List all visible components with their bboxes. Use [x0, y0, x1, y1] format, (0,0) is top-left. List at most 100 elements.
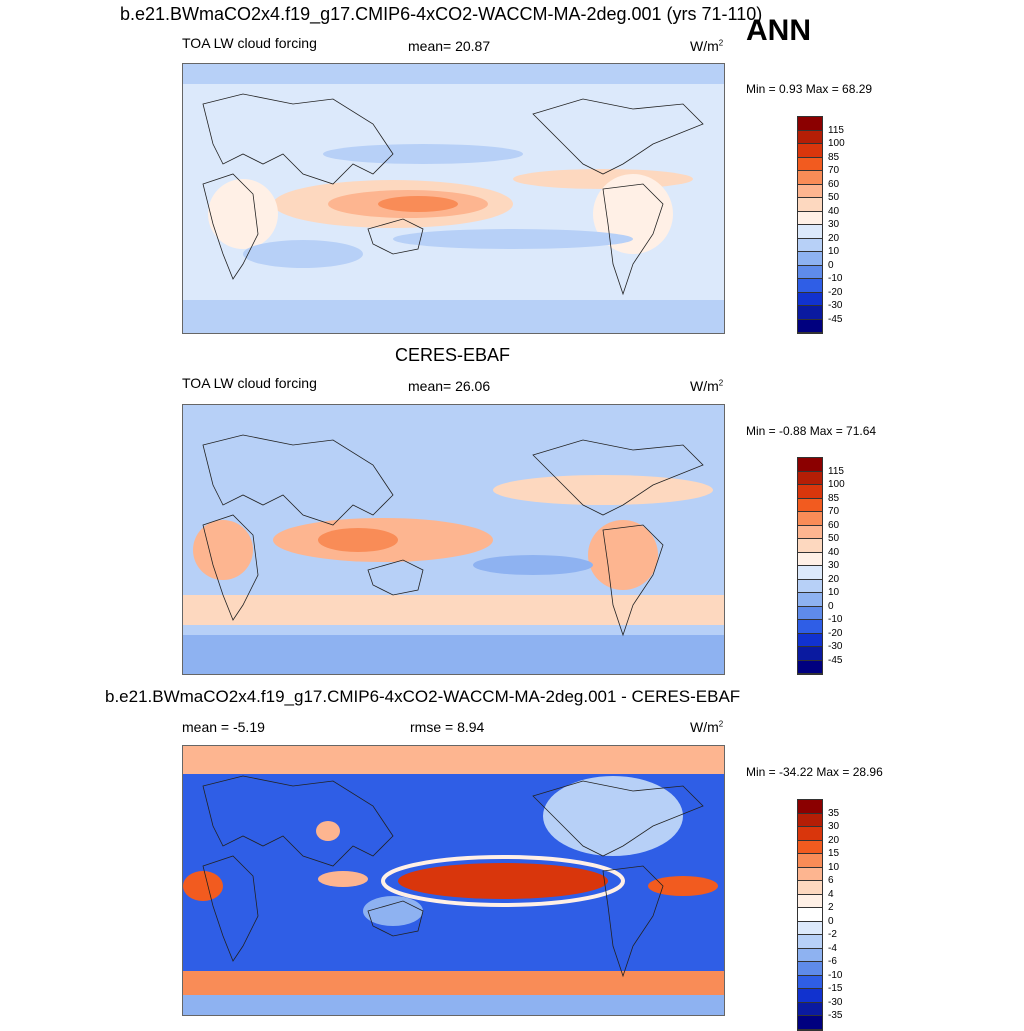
colorbar-tick-label: -15: [828, 983, 843, 994]
colorbar-swatch: [798, 975, 822, 989]
panel-left-label: TOA LW cloud forcing: [182, 375, 317, 391]
colorbar-swatch: [798, 306, 822, 320]
panel-units: W/m2: [690, 378, 724, 394]
colorbar-tick-label: 35: [828, 807, 840, 819]
colorbar-swatch: [798, 813, 822, 827]
colorbar-swatch: [798, 552, 822, 566]
colorbar-tick-label: 115: [828, 465, 844, 477]
colorbar-tick-label: 2: [828, 902, 834, 913]
colorbar-swatch: [798, 279, 822, 293]
panel-units: W/m2: [690, 719, 724, 735]
colorbar-tick-label: 50: [828, 192, 840, 203]
panel-stat-label: mean= 20.87: [408, 38, 491, 54]
colorbar-tick-label: -20: [828, 286, 843, 298]
map-svg: [183, 405, 724, 674]
colorbar-tick-label: 20: [828, 834, 840, 846]
colorbar-swatch: [798, 225, 822, 239]
colorbar-tick-label: -30: [828, 996, 843, 1008]
colorbar-swatch: [798, 512, 822, 526]
colorbar-tick-label: 30: [828, 219, 840, 230]
colorbar-tick-label: 10: [828, 861, 840, 873]
colorbar-swatch: [798, 606, 822, 620]
colorbar-tick-label: 40: [828, 205, 840, 217]
colorbar-swatch: [798, 498, 822, 512]
colorbar-swatch: [798, 539, 822, 553]
panel-units: W/m2: [690, 38, 724, 54]
colorbar-swatch: [798, 117, 822, 131]
colorbar-swatch: [798, 948, 822, 962]
colorbar-swatch: [798, 840, 822, 854]
colorbar-swatch: [798, 894, 822, 908]
colorbar: 115 100 85 70 60 50 40 30 20 10 0 -10 -20 -30 -45: [797, 457, 845, 675]
colorbar-tick-label: 0: [828, 915, 834, 927]
panel-left-label: TOA LW cloud forcing: [182, 35, 317, 51]
season-label: ANN: [746, 14, 811, 47]
colorbar-swatch: [798, 471, 822, 485]
colorbar-tick-label: 100: [828, 479, 845, 490]
colorbar-swatch: [798, 827, 822, 841]
map-svg: [183, 746, 724, 1015]
colorbar-tick-label: 85: [828, 151, 840, 163]
colorbar-swatch: [798, 252, 822, 266]
colorbar-swatch: [798, 593, 822, 607]
colorbar-swatch: [798, 647, 822, 661]
colorbar-swatch: [798, 867, 822, 881]
colorbar-tick-label: -6: [828, 956, 837, 967]
main-title: b.e21.BWmaCO2x4.f19_g17.CMIP6-4xCO2-WACC…: [120, 4, 763, 24]
colorbar-swatch: [798, 144, 822, 158]
colorbar-tick-label: 60: [828, 519, 840, 531]
colorbar-tick-label: 20: [828, 232, 840, 244]
colorbar-tick-label: 10: [828, 246, 840, 257]
map-svg: [183, 64, 724, 333]
panel-minmax: Min = -0.88 Max = 71.64: [746, 424, 877, 438]
map-field: [182, 404, 725, 675]
colorbar-tick-label: 20: [828, 573, 840, 585]
colorbar-swatch: [798, 881, 822, 895]
colorbar-swatch: [798, 525, 822, 539]
colorbar-tick-label: -2: [828, 929, 837, 940]
colorbar: 35 30 20 15 10 6 4 2 0 -2 -4 -6 -10 -15 -30 -35: [797, 799, 842, 1031]
colorbar-tick-label: 100: [828, 138, 845, 149]
colorbar-swatch: [798, 935, 822, 949]
colorbar-swatch: [798, 854, 822, 868]
colorbar-tick-label: 85: [828, 492, 840, 504]
colorbar-swatch: [798, 620, 822, 634]
panel-title: b.e21.BWmaCO2x4.f19_g17.CMIP6-4xCO2-WACC…: [105, 687, 741, 706]
panel-stat-label: mean= 26.06: [408, 378, 491, 394]
colorbar-tick-label: 40: [828, 546, 840, 558]
panel-minmax: Min = -34.22 Max = 28.96: [746, 765, 883, 779]
panel-minmax: Min = 0.93 Max = 68.29: [746, 82, 873, 96]
colorbar-tick-label: 70: [828, 165, 840, 176]
colorbar-swatch: [798, 319, 822, 333]
colorbar-tick-label: 4: [828, 888, 834, 900]
colorbar-swatch: [798, 579, 822, 593]
colorbar-tick-label: 60: [828, 178, 840, 190]
panel-title: CERES-EBAF: [395, 345, 511, 365]
panel-stat-label: rmse = 8.94: [410, 719, 485, 735]
colorbar-swatch: [798, 1016, 822, 1030]
colorbar-swatch: [798, 962, 822, 976]
colorbar-tick-label: -10: [828, 614, 843, 625]
map-field: [182, 63, 725, 334]
colorbar-swatch: [798, 265, 822, 279]
panel-left-label: mean = -5.19: [182, 719, 265, 735]
colorbar-swatch: [798, 633, 822, 647]
colorbar-tick-label: 0: [828, 259, 834, 271]
colorbar-swatch: [798, 989, 822, 1003]
colorbar-swatch: [798, 292, 822, 306]
colorbar-swatch: [798, 211, 822, 225]
colorbar-tick-label: -10: [828, 969, 843, 981]
colorbar-swatch: [798, 921, 822, 935]
colorbar-tick-label: -20: [828, 627, 843, 639]
colorbar-swatch: [798, 171, 822, 185]
colorbar: 115 100 85 70 60 50 40 30 20 10 0 -10 -20 -30 -45: [797, 116, 845, 334]
colorbar-swatch: [798, 660, 822, 674]
colorbar-tick-label: 10: [828, 587, 840, 598]
colorbar-swatch: [798, 566, 822, 580]
colorbar-tick-label: 0: [828, 600, 834, 612]
colorbar-swatch: [798, 458, 822, 472]
colorbar-tick-label: -10: [828, 273, 843, 284]
colorbar-tick-label: 6: [828, 875, 834, 886]
colorbar-tick-label: -30: [828, 641, 843, 652]
colorbar-swatch: [798, 800, 822, 814]
